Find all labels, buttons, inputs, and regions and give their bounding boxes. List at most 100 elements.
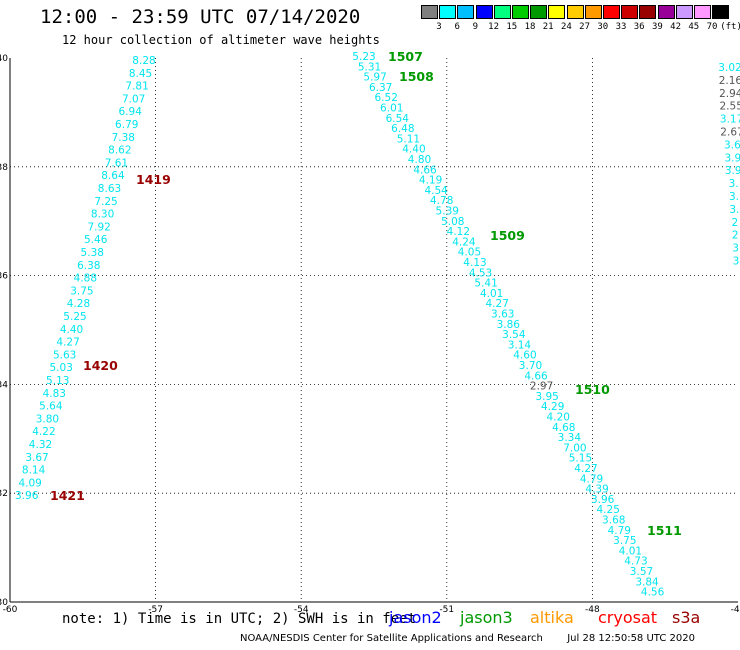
legend-label: (ft) [720, 22, 740, 32]
legend-label: 36 [633, 22, 645, 32]
wave-height-value: 3.95 [535, 391, 558, 403]
wave-height-value: 5.13 [46, 375, 69, 387]
legend-label: 45 [688, 22, 700, 32]
wave-height-value: 6.52 [375, 92, 398, 104]
wave-height-value: 4.83 [43, 388, 66, 400]
axis-tick-labels: -60-57-54-51-48-45403836343230 [0, 54, 740, 615]
wave-height-value: 4.80 [408, 154, 431, 166]
wave-height-value: 7.61 [105, 157, 128, 169]
wave-height-value: 2 [731, 217, 738, 229]
wave-height-value: 2 [732, 230, 739, 242]
wave-height-value: 4.66 [524, 370, 548, 382]
wave-height-value: 5.38 [81, 247, 104, 259]
wave-height-value: 4.78 [430, 195, 453, 207]
wave-height-value: 8.28 [132, 55, 155, 67]
latitude-tick-label: 38 [0, 163, 8, 173]
wave-height-value: 4.01 [480, 288, 503, 300]
wave-height-value: 8.30 [91, 209, 114, 221]
legend-label: 12 [488, 22, 500, 32]
legend-swatch [512, 5, 529, 19]
wave-height-value: 2.94 [719, 88, 740, 100]
wave-height-value: 3.75 [70, 285, 93, 297]
latitude-tick-label: 32 [0, 489, 8, 499]
satellite-legend-cryosat: cryosat [598, 608, 658, 627]
wave-height-value: 4.25 [597, 504, 620, 516]
footer-note: note: 1) Time is in UTC; 2) SWH is in fe… [62, 611, 417, 627]
wave-height-value: 3.70 [519, 360, 542, 372]
wave-height-value: 4.01 [619, 545, 642, 557]
wave-height-value: 3.14 [508, 339, 532, 351]
legend-label: 3 [436, 22, 442, 32]
wave-height-value: 3 [732, 243, 739, 255]
track-pass-label: 1511 [647, 523, 682, 538]
wave-height-value: 3 [733, 256, 740, 268]
legend-label: 6 [454, 22, 460, 32]
wave-height-value: 4.13 [463, 257, 486, 269]
wave-height-value: 4.28 [67, 298, 90, 310]
legend-swatch [475, 5, 493, 19]
wave-height-value: 3.80 [36, 413, 59, 425]
legend-label: 24 [560, 22, 572, 32]
wave-height-value: 3.67 [25, 452, 48, 464]
legend-label: 18 [524, 22, 536, 32]
wave-height-value: 5.11 [397, 133, 420, 145]
wave-height-value: 4.27 [486, 298, 509, 310]
wave-height-value: 4.53 [469, 267, 492, 279]
wave-height-value: 5.03 [50, 362, 73, 374]
wave-height-value: 5.23 [352, 51, 375, 63]
wave-height-value: 6.94 [119, 106, 143, 118]
legend-swatch [530, 5, 548, 19]
longitude-tick-label: -51 [439, 605, 454, 615]
legend-label: 30 [597, 22, 609, 32]
wave-height-value: 8.14 [22, 465, 46, 477]
map-grid [9, 58, 738, 603]
map-title: 12:00 - 23:59 UTC 07/14/2020 [40, 6, 361, 28]
wave-height-value: 4.22 [32, 426, 55, 438]
wave-height-value: 5.97 [363, 72, 386, 84]
wave-height-value: 5.08 [441, 216, 464, 228]
legend-swatch [621, 5, 639, 19]
latitude-tick-label: 30 [0, 598, 8, 608]
credit-line: NOAA/NESDIS Center for Satellite Applica… [240, 633, 695, 644]
legend-label: 15 [506, 22, 518, 32]
satellite-legend-s3a: s3a [672, 608, 701, 627]
wave-height-value: 6.01 [380, 103, 403, 115]
wave-height-value: 7.38 [112, 132, 135, 144]
wave-height-value: 3.9 [724, 152, 740, 164]
wave-height-value: 2.55 [720, 101, 740, 113]
legend-label: 42 [670, 22, 682, 32]
legend-label: 27 [579, 22, 591, 32]
wave-height-value: 3.02 [718, 62, 740, 74]
wave-height-value: 3.96 [15, 490, 39, 502]
longitude-tick-label: -54 [294, 605, 309, 615]
longitude-tick-label: -60 [3, 605, 18, 615]
wave-height-value: 3.63 [491, 309, 514, 321]
track-pass-label: 1419 [136, 172, 171, 187]
wave-height-value: 7.92 [87, 221, 110, 233]
wave-height-value: 8.64 [101, 170, 125, 182]
legend-swatch [657, 5, 675, 19]
track-pass-label: 1508 [399, 69, 434, 84]
wave-height-value: 3.57 [630, 566, 653, 578]
track-pass-label: 1509 [490, 228, 525, 243]
wave-height-value: 5.31 [358, 61, 381, 73]
wave-height-value: 4.12 [447, 226, 470, 238]
wave-height-value: 5.39 [436, 206, 459, 218]
longitude-tick-label: -48 [585, 605, 600, 615]
legend-swatch [694, 5, 711, 19]
wave-height-value: 4.39 [585, 484, 608, 496]
legend-label: 33 [615, 22, 627, 32]
wave-height-value: 4.68 [552, 422, 575, 434]
legend-label: 21 [542, 22, 554, 32]
wave-height-value: 4.79 [608, 525, 631, 537]
wave-height-value: 8.63 [98, 183, 121, 195]
wave-height-value: 7.00 [563, 442, 586, 454]
wave-height-value: 5.64 [39, 401, 63, 413]
credit-timestamp: Jul 28 12:50:58 UTC 2020 [567, 633, 695, 644]
wave-height-value: 3.75 [613, 535, 636, 547]
wave-height-value: 6.48 [391, 123, 414, 135]
wave-height-value: 4.60 [513, 350, 536, 362]
wave-height-value: 4.79 [580, 473, 603, 485]
track-pass-labels: 1419 1420 1421 1507 1508 1509 1510 1511 [50, 49, 682, 538]
legend-swatch [548, 5, 566, 19]
